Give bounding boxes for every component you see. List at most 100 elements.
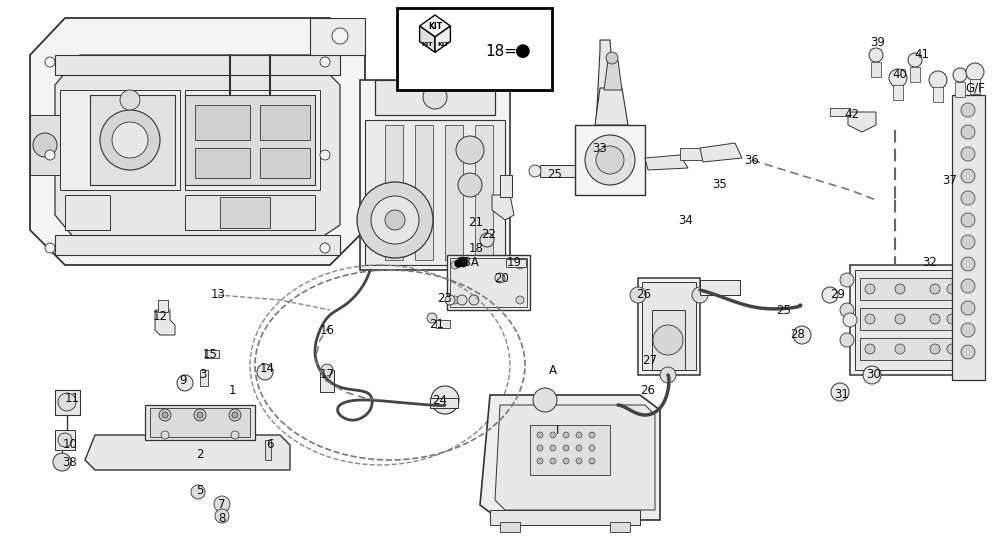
Circle shape: [576, 458, 582, 464]
Polygon shape: [310, 18, 365, 55]
Text: 29: 29: [830, 288, 846, 301]
Circle shape: [197, 412, 203, 418]
Circle shape: [529, 165, 541, 177]
Polygon shape: [155, 310, 175, 335]
Text: 22: 22: [482, 227, 496, 240]
Bar: [506, 259, 526, 267]
Text: 24: 24: [432, 393, 448, 406]
Circle shape: [869, 48, 883, 62]
Circle shape: [895, 314, 905, 324]
Circle shape: [332, 28, 348, 44]
Circle shape: [457, 295, 467, 305]
Text: 3: 3: [199, 368, 207, 381]
Bar: [385, 125, 403, 260]
Polygon shape: [490, 510, 640, 525]
Bar: [933, 87, 943, 102]
Text: 10: 10: [63, 438, 77, 452]
Polygon shape: [220, 197, 270, 228]
Polygon shape: [595, 40, 618, 145]
Circle shape: [961, 169, 975, 183]
Circle shape: [100, 110, 160, 170]
Circle shape: [843, 313, 857, 327]
Circle shape: [33, 133, 57, 157]
Polygon shape: [60, 90, 180, 190]
Circle shape: [516, 261, 524, 269]
Text: 19: 19: [507, 256, 522, 269]
Circle shape: [961, 103, 975, 117]
Polygon shape: [638, 278, 700, 375]
Circle shape: [589, 445, 595, 451]
Text: 37: 37: [943, 174, 957, 187]
Circle shape: [215, 509, 229, 523]
Bar: [158, 300, 168, 312]
Bar: [500, 175, 512, 197]
Circle shape: [357, 182, 433, 258]
Text: 33: 33: [593, 141, 607, 154]
Text: 8: 8: [218, 511, 226, 524]
Circle shape: [961, 301, 975, 315]
Bar: [860, 278, 955, 300]
Circle shape: [960, 273, 974, 287]
Circle shape: [563, 432, 569, 438]
Circle shape: [458, 173, 482, 197]
Circle shape: [423, 85, 447, 109]
Polygon shape: [855, 270, 960, 370]
Circle shape: [692, 287, 708, 303]
Circle shape: [191, 485, 205, 499]
Circle shape: [550, 432, 556, 438]
Text: 26: 26: [637, 288, 652, 301]
Polygon shape: [90, 95, 175, 185]
Text: 14: 14: [260, 362, 274, 374]
Circle shape: [320, 57, 330, 67]
Text: 31: 31: [835, 388, 849, 401]
Circle shape: [865, 344, 875, 354]
Polygon shape: [850, 265, 965, 375]
Circle shape: [840, 333, 854, 347]
Polygon shape: [420, 15, 450, 37]
Text: 6: 6: [266, 438, 274, 452]
Circle shape: [159, 409, 171, 421]
Circle shape: [585, 135, 635, 185]
Circle shape: [840, 273, 854, 287]
Polygon shape: [55, 55, 340, 75]
Circle shape: [961, 257, 975, 271]
Text: 32: 32: [923, 256, 937, 269]
Text: 20: 20: [495, 273, 509, 286]
Polygon shape: [375, 80, 495, 115]
Circle shape: [563, 445, 569, 451]
Text: 25: 25: [777, 304, 791, 317]
Circle shape: [431, 386, 459, 414]
Bar: [265, 440, 271, 460]
Circle shape: [831, 383, 849, 401]
Text: 23: 23: [438, 292, 452, 305]
Bar: [445, 125, 463, 260]
Circle shape: [576, 432, 582, 438]
Text: I: I: [556, 423, 560, 436]
Circle shape: [456, 136, 484, 164]
Circle shape: [596, 146, 624, 174]
Polygon shape: [55, 235, 340, 255]
Bar: [260, 148, 310, 178]
Bar: [860, 308, 955, 330]
Circle shape: [550, 458, 556, 464]
Circle shape: [961, 279, 975, 293]
Bar: [955, 82, 965, 97]
Circle shape: [537, 432, 543, 438]
Text: 36: 36: [745, 153, 759, 166]
Circle shape: [947, 284, 957, 294]
Circle shape: [550, 445, 556, 451]
Bar: [65, 195, 110, 230]
Circle shape: [863, 366, 881, 384]
Polygon shape: [150, 408, 250, 437]
Circle shape: [889, 69, 907, 87]
Bar: [205, 350, 219, 358]
Text: 21: 21: [468, 215, 484, 228]
Text: 38: 38: [63, 456, 77, 469]
Circle shape: [947, 344, 957, 354]
Polygon shape: [848, 112, 876, 132]
Circle shape: [320, 150, 330, 160]
Polygon shape: [492, 195, 514, 220]
Bar: [910, 67, 920, 82]
Bar: [415, 125, 433, 260]
Bar: [475, 125, 493, 260]
